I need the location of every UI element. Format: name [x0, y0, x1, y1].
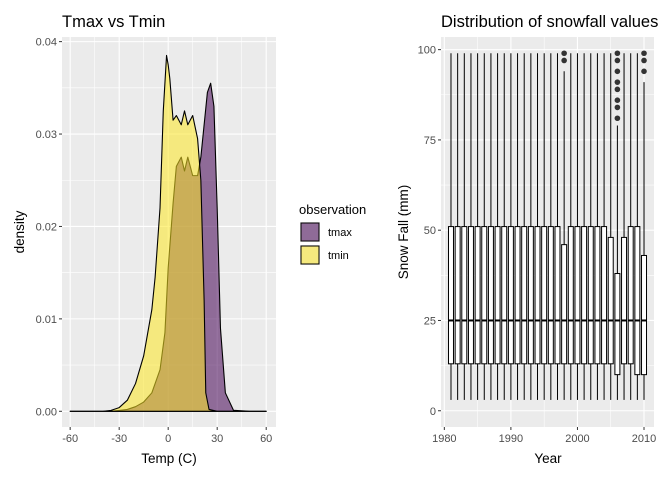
box-iqr [594, 226, 601, 365]
density-chart: Tmax vs Tmin -60 -30 0 30 60 0.000.010.020.0… [12, 13, 276, 466]
boxplot-chart: Distribution of snowfall values 1980 1990… [396, 13, 658, 466]
x-tick-label: -60 [62, 433, 78, 445]
y-tick-label: 0 [430, 406, 436, 418]
x-tick-label: 0 [165, 433, 171, 445]
outlier-point [614, 68, 621, 75]
x-tick-label: 1980 [432, 433, 456, 445]
y-tick-label: 0.01 [36, 314, 57, 326]
box-iqr [581, 226, 588, 365]
x-tick-label: 60 [260, 433, 272, 445]
x-tick-label: -30 [111, 433, 127, 445]
box-iqr [541, 226, 548, 365]
outlier-point [614, 50, 621, 57]
box-iqr [547, 226, 554, 365]
boxplot-y-axis: 0 25 50 75 100 [418, 45, 441, 418]
density-y-axis: 0.00 0.01 0.02 0.03 0.04 [36, 37, 62, 418]
outlier-point [614, 115, 621, 122]
box-iqr [514, 226, 521, 365]
box-iqr [627, 226, 634, 365]
box-iqr [574, 226, 581, 365]
outlier-point [614, 97, 621, 103]
legend: observation tmax tmin [299, 202, 366, 265]
box-iqr [447, 226, 454, 365]
box-iqr [507, 226, 514, 365]
legend-swatch-tmin [300, 245, 320, 265]
x-tick-label: 2010 [632, 433, 656, 445]
box-iqr [607, 236, 614, 365]
outlier-point [614, 79, 621, 85]
legend-title: observation [299, 202, 366, 217]
y-tick-label: 25 [424, 315, 436, 327]
density-series-layer [69, 54, 267, 412]
box-iqr [567, 226, 574, 365]
box-iqr [481, 226, 488, 365]
box-iqr [454, 226, 461, 365]
y-tick-label: 100 [418, 45, 436, 57]
box-iqr [634, 226, 641, 376]
y-tick-label: 0.02 [36, 221, 57, 233]
box-iqr [554, 226, 561, 365]
box-iqr [601, 226, 608, 365]
boxplot-x-axis: 1980 1990 2000 2010 [432, 427, 656, 445]
x-tick-label: 2000 [565, 433, 589, 445]
box-iqr [521, 226, 528, 365]
box-iqr [614, 273, 621, 376]
legend-swatch-tmax [300, 222, 320, 242]
density-x-axis: -60 -30 0 30 60 [62, 427, 272, 445]
outlier-point [614, 86, 621, 93]
box-iqr [494, 226, 501, 365]
y-tick-label: 0.00 [36, 406, 57, 418]
y-tick-label: 0.03 [36, 129, 57, 141]
box-iqr [461, 226, 468, 365]
boxplot-title: Distribution of snowfall values [441, 13, 658, 31]
box-iqr [561, 244, 568, 365]
outlier-point [641, 50, 647, 57]
y-tick-label: 0.04 [36, 37, 57, 49]
outlier-point [561, 50, 567, 57]
box-iqr [487, 226, 494, 365]
density-x-axis-title: Temp (C) [141, 451, 197, 466]
x-tick-label: 30 [211, 433, 223, 445]
outlier-point [641, 68, 647, 75]
density-area-tmin [69, 54, 267, 412]
legend-label-tmax: tmax [328, 227, 352, 239]
y-tick-label: 50 [424, 225, 436, 237]
legend-item-tmin: tmin [300, 245, 349, 265]
outlier-point [614, 57, 621, 64]
y-tick-label: 75 [424, 135, 436, 147]
box-iqr [467, 226, 474, 365]
boxplot-y-axis-title: Snow Fall (mm) [396, 185, 411, 280]
density-title: Tmax vs Tmin [62, 13, 165, 31]
legend-label-tmin: tmin [328, 250, 349, 262]
density-y-axis-title: density [12, 210, 27, 253]
box-iqr [587, 226, 594, 365]
outlier-point [614, 104, 621, 111]
box-iqr [621, 236, 628, 365]
box-iqr [474, 226, 481, 365]
box-iqr [641, 254, 648, 376]
boxplot-boxes-layer [447, 50, 648, 400]
x-tick-label: 1990 [499, 433, 523, 445]
box-iqr [534, 226, 541, 365]
legend-item-tmax: tmax [300, 222, 352, 242]
outlier-point [561, 57, 567, 64]
outlier-point [641, 57, 647, 64]
boxplot-x-axis-title: Year [534, 451, 562, 466]
box-iqr [527, 226, 534, 365]
box-iqr [501, 226, 508, 365]
